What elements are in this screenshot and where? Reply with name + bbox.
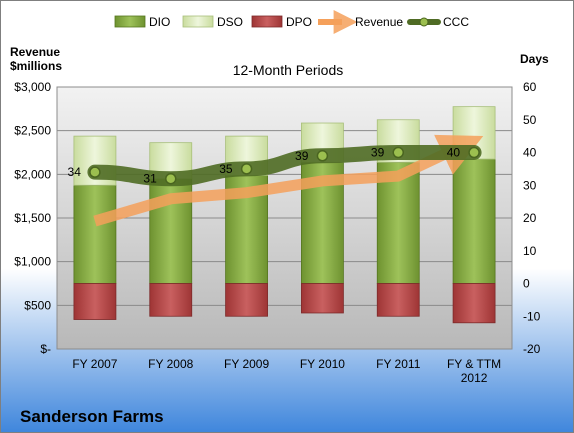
- left-axis-tick-label: $1,500: [14, 211, 51, 225]
- x-axis-tick-label: FY 2011: [376, 357, 421, 371]
- ccc-point: [165, 172, 177, 185]
- legend-item-revenue: Revenue: [318, 10, 403, 34]
- bar-dpo: [225, 283, 268, 317]
- left-axis-tick-label: $2,500: [14, 124, 51, 138]
- legend-label: CCC: [443, 15, 469, 29]
- legend-swatch: [251, 15, 283, 28]
- bar-dpo: [73, 283, 117, 320]
- legend-marker: [419, 17, 429, 27]
- ccc-point: [240, 163, 253, 175]
- legend-item-dso: DSO: [182, 15, 243, 29]
- right-axis-title: Days: [520, 52, 549, 66]
- ccc-point: [392, 146, 404, 159]
- ccc-point: [468, 146, 480, 159]
- ccc-data-label: 34: [68, 165, 82, 179]
- right-axis-tick-label: 60: [523, 80, 537, 94]
- bar-dpo: [452, 283, 496, 324]
- ccc-data-label: 31: [143, 172, 157, 186]
- legend-label: DIO: [149, 15, 170, 29]
- x-axis-tick-label: 2012: [461, 371, 488, 385]
- legend-item-ccc: CCC: [407, 15, 469, 29]
- ccc-data-label: 40: [447, 146, 461, 160]
- bar-dio: [73, 184, 117, 284]
- left-axis-title: Revenue: [10, 45, 60, 59]
- bar-dpo: [376, 283, 420, 317]
- legend-label: DPO: [286, 15, 312, 29]
- bar-dio: [376, 161, 420, 284]
- right-axis-tick-label: 30: [523, 178, 537, 192]
- bar-dpo: [149, 283, 193, 317]
- legend-swatch: [114, 15, 146, 28]
- left-axis-tick-label: $-: [40, 342, 51, 356]
- left-axis-tick-label: $2,000: [14, 167, 51, 181]
- left-axis-tick-label: $1,000: [14, 255, 51, 269]
- x-axis-tick-label: FY 2009: [224, 357, 269, 371]
- right-axis-tick-label: 20: [523, 211, 537, 225]
- left-axis-tick-label: $3,000: [14, 80, 51, 94]
- ccc-data-label: 39: [295, 149, 309, 163]
- ccc-data-label: 39: [371, 146, 385, 160]
- right-axis-tick-label: -10: [523, 309, 541, 323]
- legend-item-dpo: DPO: [251, 15, 312, 29]
- bar-dpo: [301, 283, 344, 314]
- right-axis-tick-label: 10: [523, 244, 537, 258]
- left-axis-tick-label: $500: [24, 298, 51, 312]
- chart-title: 12-Month Periods: [233, 62, 344, 78]
- x-axis-tick-label: FY 2010: [300, 357, 345, 371]
- revenue-line: [93, 134, 484, 227]
- ccc-point: [89, 166, 101, 178]
- legend-label: Revenue: [355, 15, 403, 29]
- right-axis-tick-label: -20: [523, 342, 541, 356]
- ccc-point: [316, 150, 329, 162]
- bar-dio: [452, 158, 496, 284]
- legend-item-dio: DIO: [114, 15, 170, 29]
- left-axis-title: $millions: [10, 59, 62, 73]
- x-axis-tick-label: FY 2007: [72, 357, 117, 371]
- ccc-data-label: 35: [219, 162, 233, 176]
- x-axis-tick-label: FY & TTM: [447, 357, 501, 371]
- legend-swatch: [182, 15, 214, 28]
- company-name: Sanderson Farms: [20, 407, 164, 426]
- right-axis-tick-label: 40: [523, 146, 537, 160]
- right-axis-tick-label: 0: [523, 277, 530, 291]
- legend-label: DSO: [217, 15, 243, 29]
- x-axis-tick-label: FY 2008: [148, 357, 193, 371]
- right-axis-tick-label: 50: [523, 113, 537, 127]
